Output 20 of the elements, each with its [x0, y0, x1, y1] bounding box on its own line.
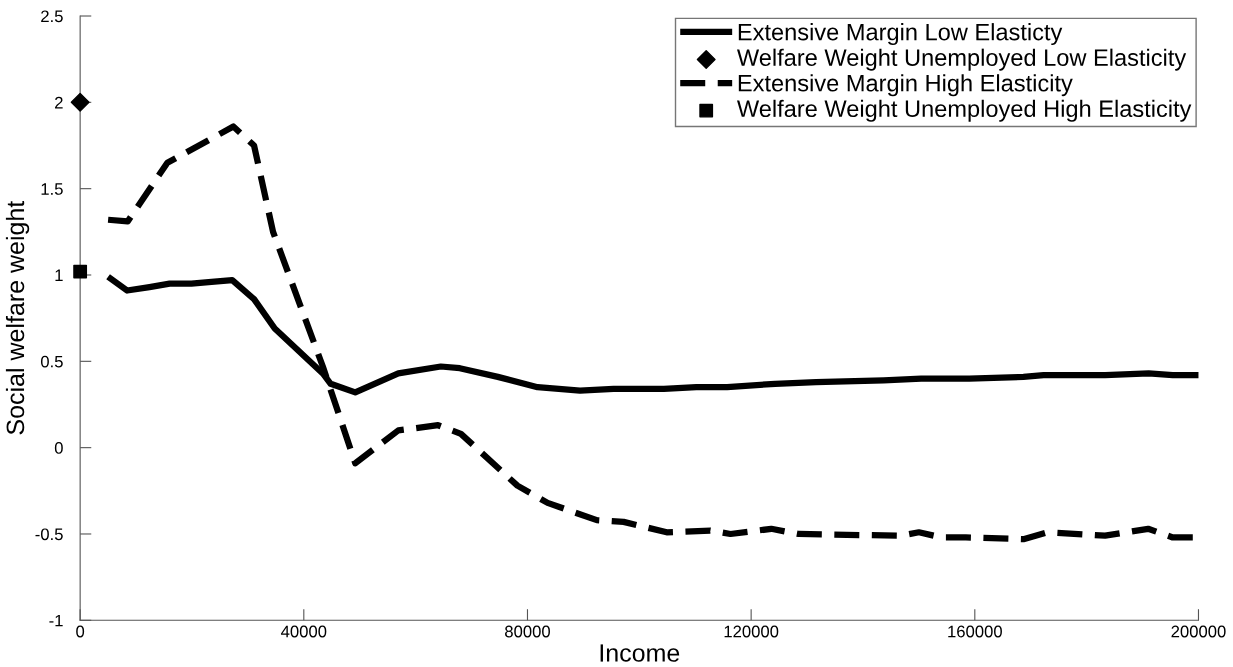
x-tick-label: 120000	[724, 625, 779, 638]
legend-label: Extensive Margin Low Elasticty	[738, 23, 1063, 46]
y-tick-label: 2	[55, 96, 63, 109]
y-tick-label: 0.5	[40, 355, 63, 368]
x-tick-label: 160000	[948, 625, 1002, 638]
x-tick-label: 80000	[505, 625, 550, 638]
legend-label: Extensive Margin High Elasticity	[738, 74, 1073, 97]
y-tick-label: -0.5	[35, 528, 63, 541]
y-tick-label: 1	[55, 269, 63, 282]
x-tick-label: 200000	[1171, 625, 1226, 638]
y-tick-label: 2.5	[41, 10, 63, 23]
x-tick-label: 40000	[281, 625, 327, 638]
y-axis-title: Social welfare weight	[5, 200, 30, 435]
y-tick-label: 0	[54, 442, 63, 454]
y-tick-label: 1.5	[41, 183, 63, 195]
legend-label: Welfare Weight Unemployed Low Elasticity	[737, 48, 1187, 71]
x-tick-label: 0	[76, 625, 85, 638]
y-tick-label: -1	[49, 614, 63, 627]
x-axis-title: Income	[600, 644, 680, 662]
legend-label: Welfare Weight Unemployed High Elasticity	[737, 99, 1192, 122]
